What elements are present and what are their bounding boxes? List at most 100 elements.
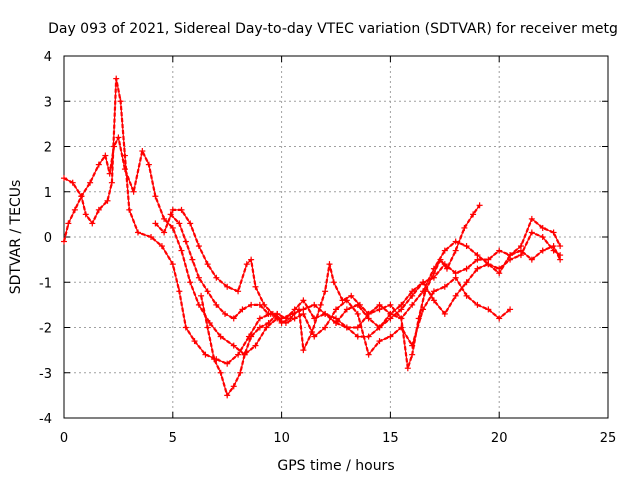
y-tick-label: -3	[39, 367, 52, 382]
data-point	[387, 310, 394, 317]
data-point	[158, 243, 165, 250]
data-point	[213, 274, 220, 281]
data-point	[365, 351, 372, 358]
data-point	[507, 256, 514, 263]
data-point	[343, 306, 350, 313]
x-tick-label: 25	[600, 431, 617, 446]
data-point	[330, 279, 337, 286]
data-point	[557, 252, 564, 259]
data-point	[430, 265, 437, 272]
data-point	[134, 229, 141, 236]
data-point	[376, 324, 383, 331]
data-point	[430, 288, 437, 295]
data-point	[496, 265, 503, 272]
data-point	[61, 175, 67, 182]
data-point	[202, 351, 209, 358]
data-point	[82, 211, 89, 218]
data-point	[195, 301, 202, 308]
data-point	[241, 351, 248, 358]
y-tick-label: 0	[44, 231, 52, 246]
data-point	[539, 224, 546, 231]
data-point	[420, 279, 427, 286]
data-point	[189, 256, 196, 263]
data-point	[102, 152, 109, 159]
data-point	[169, 261, 176, 268]
data-point	[252, 283, 259, 290]
data-point	[485, 261, 492, 268]
data-point	[354, 310, 361, 317]
data-series	[61, 75, 564, 399]
data-point	[243, 261, 250, 268]
data-point	[230, 315, 237, 322]
data-point	[117, 98, 124, 105]
data-point	[161, 215, 168, 222]
data-point	[387, 333, 394, 340]
data-point	[148, 234, 155, 240]
data-point	[291, 306, 298, 313]
data-point	[235, 288, 242, 295]
data-point	[365, 333, 372, 340]
data-point	[198, 292, 205, 299]
data-point	[326, 261, 333, 268]
x-tick-label: 0	[60, 431, 68, 446]
data-point	[550, 247, 557, 254]
data-point	[104, 197, 111, 204]
data-point	[496, 247, 503, 254]
data-point	[485, 306, 492, 313]
data-point	[430, 297, 437, 304]
data-point	[409, 351, 416, 358]
data-point	[528, 256, 535, 263]
data-point	[354, 324, 361, 331]
data-point	[348, 292, 355, 299]
data-point	[317, 301, 324, 308]
data-point	[376, 338, 383, 345]
x-axis-label: GPS time / hours	[277, 458, 394, 474]
data-point	[61, 238, 67, 245]
data-point	[169, 206, 176, 213]
data-point	[278, 319, 285, 326]
data-point	[204, 324, 211, 331]
data-point	[178, 206, 185, 213]
data-point	[322, 310, 329, 317]
data-point	[322, 324, 329, 331]
data-point	[182, 238, 189, 245]
data-point	[517, 252, 524, 259]
y-tick-label: 3	[44, 95, 52, 110]
data-point	[187, 220, 194, 227]
data-point	[550, 229, 557, 236]
axis-ticks: 0 5 10 15 20 25 -4 -3 -2 -1 0 1 2 3 4	[39, 50, 616, 446]
data-point	[311, 315, 318, 322]
data-point	[69, 179, 76, 186]
data-point	[65, 220, 72, 227]
data-point	[222, 310, 229, 317]
data-point	[265, 319, 272, 326]
data-point	[311, 301, 318, 308]
series-trace-5-core	[200, 295, 278, 396]
data-point	[248, 301, 255, 308]
data-point	[195, 274, 202, 281]
data-point	[130, 188, 137, 195]
data-point	[463, 243, 470, 250]
data-point	[126, 206, 133, 213]
y-tick-label: 2	[44, 141, 52, 156]
data-point	[339, 297, 346, 304]
data-point	[470, 211, 477, 218]
data-point	[474, 265, 481, 272]
data-point	[235, 351, 242, 358]
data-point	[111, 143, 118, 150]
data-point	[204, 261, 211, 268]
data-point	[333, 319, 339, 326]
data-point	[106, 170, 113, 177]
series-trace-2-core	[63, 136, 511, 356]
grid	[64, 56, 608, 418]
data-point	[224, 392, 231, 399]
data-point	[300, 347, 307, 354]
data-point	[121, 166, 128, 173]
data-point	[528, 229, 535, 236]
data-point	[443, 265, 450, 272]
data-point	[311, 333, 318, 340]
data-point	[161, 229, 168, 236]
data-point	[476, 202, 483, 209]
y-tick-label: -1	[39, 276, 52, 291]
y-tick-label: 1	[44, 186, 52, 201]
